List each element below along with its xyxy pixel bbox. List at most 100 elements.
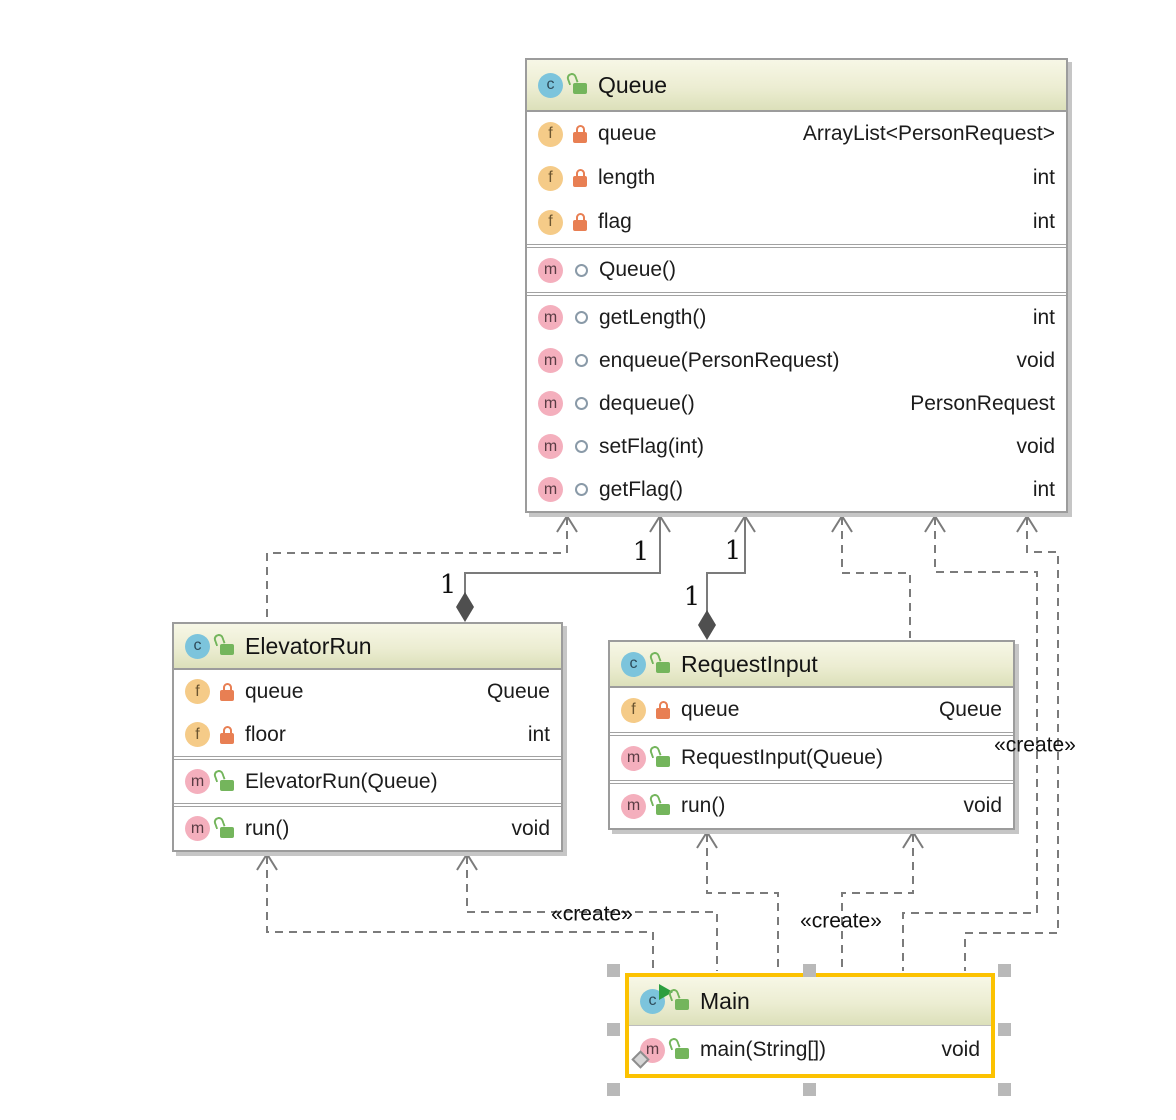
multiplicity-label: 1 (632, 537, 650, 567)
section-separator (174, 803, 561, 807)
section-separator (527, 244, 1066, 248)
visibility-icon (572, 263, 590, 277)
method-row[interactable]: m run() void (610, 784, 1013, 828)
method-row[interactable]: m setFlag(int) void (527, 425, 1066, 468)
method-icon: m (538, 305, 563, 330)
member-name: ElevatorRun(Queue) (245, 769, 438, 793)
lock-open-icon (667, 987, 691, 1010)
method-icon: m (538, 477, 563, 502)
member-name: getLength() (599, 305, 707, 329)
field-row[interactable]: f floor int (174, 713, 561, 756)
field-row[interactable]: f queue ArrayList<PersonRequest> (527, 112, 1066, 156)
arrowhead-icon (256, 852, 278, 871)
selection-handle[interactable] (803, 1083, 816, 1096)
section-separator (527, 292, 1066, 296)
visibility-icon (572, 354, 590, 367)
class-title: Queue (598, 71, 668, 98)
dependency-edge-main-requestinput (706, 834, 779, 971)
field-icon: f (185, 722, 210, 747)
member-name: queue (598, 122, 657, 145)
section-separator (174, 756, 561, 760)
lock-open-icon (212, 632, 236, 655)
lock-open-icon (565, 71, 589, 94)
dependency-edge-elevatorrun-queue (266, 517, 568, 620)
constructor-row[interactable]: m ElevatorRun(Queue) (174, 760, 561, 803)
class-box-main[interactable]: c Main m main(String[]) void (625, 973, 995, 1078)
method-row[interactable]: m getLength() int (527, 296, 1066, 339)
class-box-elevatorrun[interactable]: c ElevatorRun f queue Queue f floor int … (172, 622, 563, 852)
selection-handle[interactable] (998, 964, 1011, 977)
method-icon: m (631, 1037, 665, 1069)
arrowhead-icon (556, 514, 578, 533)
create-label: «create» (551, 902, 633, 926)
member-name: run() (245, 816, 290, 840)
class-header[interactable]: c ElevatorRun (174, 624, 561, 670)
member-type: Queue (938, 698, 1002, 721)
constructor-row[interactable]: m Queue() (527, 248, 1066, 292)
selection-handle[interactable] (803, 964, 816, 977)
class-icon: c (640, 983, 673, 1014)
lock-closed-icon (572, 213, 589, 231)
class-header[interactable]: c RequestInput (610, 642, 1013, 688)
selection-handle[interactable] (607, 1083, 620, 1096)
method-row[interactable]: m getFlag() int (527, 468, 1066, 511)
arrowhead-icon (1016, 514, 1038, 533)
class-header[interactable]: c Main (629, 977, 991, 1026)
arrowhead-icon (734, 514, 756, 533)
dependency-edge-main-requestinput-create (841, 834, 914, 971)
arrowhead-icon (924, 514, 946, 533)
lock-open-icon (648, 650, 672, 673)
field-row[interactable]: f flag int (527, 200, 1066, 244)
selection-handle[interactable] (607, 1023, 620, 1036)
constructor-row[interactable]: m RequestInput(Queue) (610, 736, 1013, 780)
arrowhead-icon (902, 830, 924, 849)
lock-closed-icon (219, 725, 236, 744)
class-title: ElevatorRun (245, 632, 372, 659)
member-name: setFlag(int) (599, 434, 705, 458)
lock-closed-icon (219, 682, 236, 701)
create-label: «create» (800, 909, 882, 933)
arrowhead-icon (456, 852, 478, 871)
method-row[interactable]: m run() void (174, 807, 561, 850)
field-row[interactable]: f queue Queue (174, 670, 561, 713)
member-type: Queue (486, 679, 550, 703)
class-icon: c (185, 633, 210, 659)
method-icon: m (185, 816, 210, 841)
field-icon: f (621, 697, 646, 723)
method-row[interactable]: m dequeue() PersonRequest (527, 382, 1066, 425)
member-type: int (1032, 210, 1055, 233)
selection-handle[interactable] (998, 1083, 1011, 1096)
lock-open-icon (212, 815, 236, 838)
class-header[interactable]: c Queue (527, 60, 1066, 112)
member-name: Queue() (599, 258, 677, 281)
class-box-queue[interactable]: c Queue f queue ArrayList<PersonRequest>… (525, 58, 1068, 513)
method-row[interactable]: m main(String[]) void (629, 1026, 991, 1074)
lock-closed-icon (655, 701, 672, 719)
arrowhead-icon (696, 830, 718, 849)
member-type: ArrayList<PersonRequest> (802, 122, 1055, 145)
lock-open-icon (212, 768, 236, 791)
method-icon: m (621, 745, 646, 771)
visibility-icon (572, 397, 590, 410)
member-name: RequestInput(Queue) (681, 746, 883, 769)
member-name: flag (598, 210, 632, 233)
method-icon: m (538, 257, 563, 283)
aggregation-edge-elevatorrun-queue (464, 517, 661, 594)
field-row[interactable]: f length int (527, 156, 1066, 200)
field-row[interactable]: f queue Queue (610, 688, 1013, 732)
member-name: enqueue(PersonRequest) (599, 348, 840, 372)
member-type: int (1032, 305, 1055, 329)
class-title: RequestInput (681, 650, 818, 677)
class-box-requestinput[interactable]: c RequestInput f queue Queue m RequestIn… (608, 640, 1015, 830)
lock-closed-icon (572, 169, 589, 187)
method-row[interactable]: m enqueue(PersonRequest) void (527, 339, 1066, 382)
member-type: void (1016, 434, 1055, 458)
selection-handle[interactable] (998, 1023, 1011, 1036)
member-name: main(String[]) (700, 1038, 827, 1061)
lock-open-icon (648, 792, 672, 815)
section-separator (610, 732, 1013, 736)
selection-handle[interactable] (607, 964, 620, 977)
multiplicity-label: 1 (724, 536, 742, 566)
aggregation-diamond-icon (698, 610, 716, 640)
visibility-icon (572, 311, 590, 324)
